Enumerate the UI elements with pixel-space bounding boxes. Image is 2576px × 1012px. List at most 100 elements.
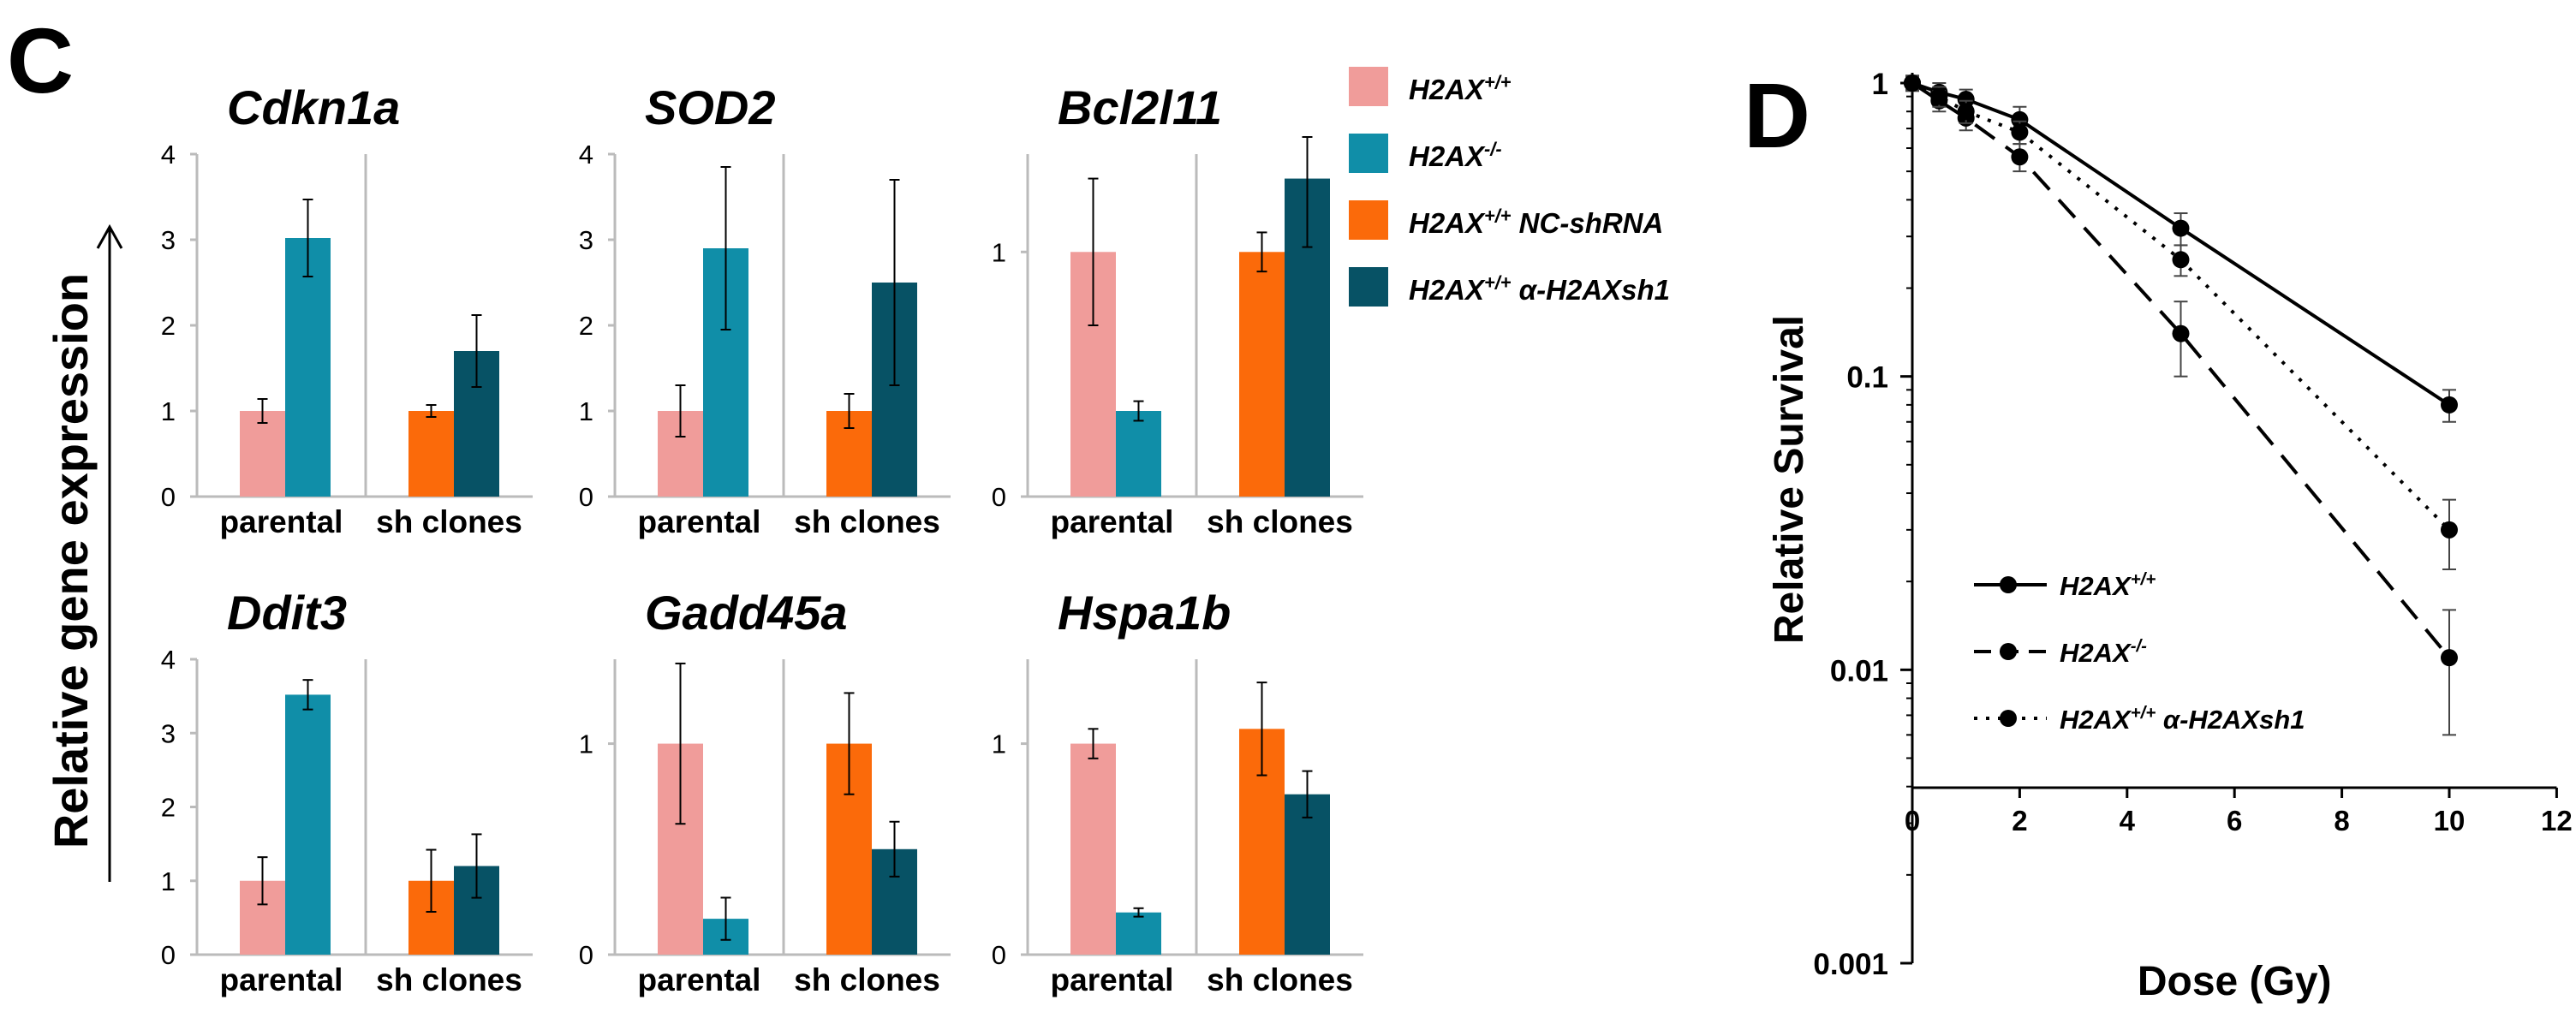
data-point — [2172, 324, 2190, 342]
chart-title: Hspa1b — [1058, 586, 1231, 640]
group-label-sh-clones: sh clones — [376, 504, 522, 539]
data-point — [2011, 123, 2029, 141]
bar-chart-Cdkn1a: Cdkn1a 0 1 2 3 4 parental sh clones — [161, 80, 533, 539]
bar-2 — [285, 694, 331, 955]
chart-title: Ddit3 — [227, 586, 347, 640]
legend-d-label-2: H2AX+/+ α-H2AXsh1 — [2060, 703, 2305, 735]
bar-chart-Hspa1b: Hspa1b 0 1 parental sh clones — [992, 586, 1363, 997]
x-tick-label: 4 — [2120, 805, 2136, 836]
y-tick-label: 4 — [161, 645, 176, 675]
data-point — [1904, 74, 1921, 92]
series-dashed — [1904, 74, 2458, 736]
bar-chart-Ddit3: Ddit3 0 1 2 3 4 parental sh clones — [161, 586, 533, 997]
y-tick-label: 1 — [161, 396, 176, 426]
y-tick-label: 4 — [579, 140, 593, 170]
panel-c: C Relative gene expression H2AX+/+ H2AX-/… — [7, 9, 1670, 882]
data-point — [2441, 396, 2458, 414]
group-label-sh-clones: sh clones — [794, 504, 940, 539]
y-tick-label: 0 — [161, 482, 176, 512]
bar-chart-Gadd45a: Gadd45a 0 1 parental sh clones — [579, 586, 951, 997]
data-point — [1957, 103, 1975, 121]
y-tick-label: 1 — [579, 396, 593, 426]
bar-panels: Cdkn1a 0 1 2 3 4 parental sh clones SOD2 0 1 2 3 4 par… — [161, 80, 1363, 997]
group-label-parental: parental — [638, 504, 761, 539]
y-tick-label: 0.1 — [1846, 361, 1888, 395]
survival-ylabel: Relative Survival — [1767, 315, 1812, 644]
y-tick-label: 1 — [579, 729, 593, 759]
legend-swatch-0 — [1349, 67, 1388, 106]
bar-4 — [1285, 794, 1330, 955]
legend-marker-0 — [2000, 576, 2017, 593]
x-tick-label: 8 — [2334, 805, 2349, 836]
data-point — [2011, 148, 2029, 166]
y-tick-label: 3 — [161, 718, 176, 748]
legend-swatch-3 — [1349, 267, 1388, 307]
x-tick-label: 10 — [2434, 805, 2466, 836]
legend-label-2: H2AX+/+ NC-shRNA — [1409, 205, 1663, 239]
legend-label-0: H2AX+/+ — [1409, 71, 1512, 105]
panel-d-legend: H2AX+/+ H2AX-/- H2AX+/+ α-H2AXsh1 — [1974, 569, 2305, 735]
bar-2 — [285, 238, 331, 497]
chart-title: Bcl2l11 — [1058, 80, 1222, 134]
y-tick-label: 2 — [579, 311, 593, 341]
y-tick-label: 0 — [579, 482, 593, 512]
y-tick-label: 0 — [579, 940, 593, 970]
panel-c-legend: H2AX+/+ H2AX-/- H2AX+/+ NC-shRNA H2AX+/+ α-… — [1349, 67, 1670, 307]
bar-chart-Bcl2l11: Bcl2l11 0 1 parental sh clones — [992, 80, 1363, 539]
legend-d-label-0: H2AX+/+ — [2060, 569, 2156, 601]
data-point — [1957, 91, 1975, 109]
data-point — [2011, 110, 2029, 128]
y-tick-label: 1 — [161, 866, 176, 896]
y-tick-label: 1 — [992, 237, 1006, 267]
chart-title: Cdkn1a — [227, 80, 400, 134]
y-tick-label: 2 — [161, 311, 176, 341]
chart-title: SOD2 — [645, 80, 776, 134]
series-dotted — [1904, 74, 2458, 570]
y-tick-label: 3 — [161, 225, 176, 255]
y-tick-label: 0.001 — [1813, 948, 1888, 981]
y-tick-label: 4 — [161, 140, 176, 170]
panel-d-label: D — [1744, 63, 1810, 167]
group-label-parental: parental — [1051, 504, 1174, 539]
ylabel-arrow-head — [96, 223, 123, 249]
group-label-parental: parental — [220, 504, 343, 539]
bar-2 — [1116, 912, 1161, 955]
data-point — [1930, 87, 1948, 105]
group-label-parental: parental — [1051, 962, 1174, 997]
bar-1 — [1070, 743, 1116, 955]
x-tick-label: 6 — [2227, 805, 2242, 836]
group-label-parental: parental — [638, 962, 761, 997]
x-tick-label: 12 — [2541, 805, 2573, 836]
group-label-sh-clones: sh clones — [794, 962, 940, 997]
bar-3 — [1239, 252, 1285, 497]
group-label-sh-clones: sh clones — [1207, 504, 1353, 539]
data-point — [2172, 219, 2190, 237]
x-tick-label: 2 — [2012, 805, 2027, 836]
bar-1 — [240, 411, 285, 497]
bar-3 — [408, 411, 454, 497]
y-tick-label: 0 — [992, 940, 1006, 970]
chart-title: Gadd45a — [645, 586, 848, 640]
data-point — [2172, 251, 2190, 269]
legend-marker-2 — [2000, 710, 2017, 727]
x-tick-label: 0 — [1905, 805, 1920, 836]
y-tick-label: 1 — [992, 729, 1006, 759]
y-tick-label: 0.01 — [1830, 654, 1888, 688]
y-tick-label: 0 — [992, 482, 1006, 512]
series-line — [1911, 81, 2451, 659]
y-tick-label: 2 — [161, 793, 176, 823]
panel-c-ylabel: Relative gene expression — [44, 273, 98, 848]
group-label-parental: parental — [220, 962, 343, 997]
bar-chart-SOD2: SOD2 0 1 2 3 4 parental sh clones — [579, 80, 951, 539]
group-label-sh-clones: sh clones — [1207, 962, 1353, 997]
y-tick-label: 0 — [161, 940, 176, 970]
survival-xlabel: Dose (Gy) — [2138, 959, 2332, 1004]
legend-d-label-1: H2AX-/- — [2060, 636, 2147, 668]
legend-label-1: H2AX-/- — [1409, 138, 1502, 172]
legend-swatch-1 — [1349, 134, 1388, 173]
y-tick-label: 1 — [1872, 68, 1888, 101]
legend-swatch-2 — [1349, 200, 1388, 240]
group-label-sh-clones: sh clones — [376, 962, 522, 997]
